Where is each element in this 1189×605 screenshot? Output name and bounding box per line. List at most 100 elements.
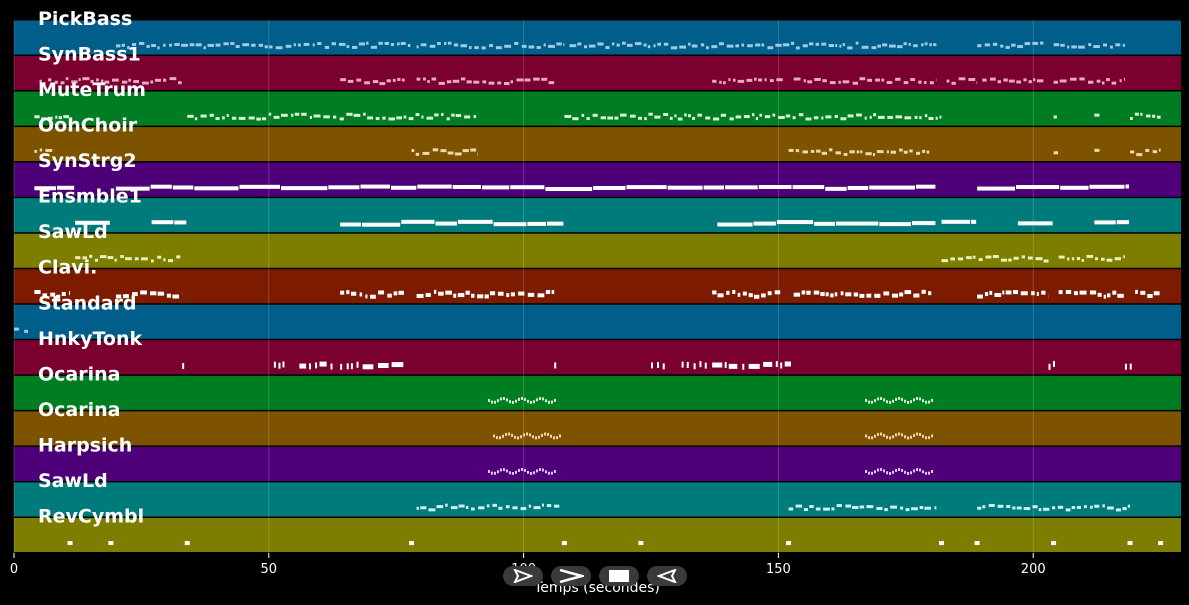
note-mark bbox=[732, 78, 736, 82]
note-mark bbox=[132, 292, 138, 297]
note-mark bbox=[340, 78, 346, 82]
note-mark bbox=[417, 184, 452, 189]
note-mark bbox=[215, 117, 220, 121]
note-mark bbox=[1087, 80, 1094, 84]
note-mark bbox=[482, 80, 487, 84]
note-mark bbox=[496, 470, 499, 474]
note-mark bbox=[553, 398, 556, 402]
note-mark bbox=[115, 186, 150, 191]
note-mark bbox=[508, 432, 511, 436]
note-mark bbox=[172, 185, 194, 190]
note-mark bbox=[725, 185, 758, 190]
note-mark bbox=[478, 506, 485, 510]
note-mark bbox=[712, 290, 717, 295]
note-mark bbox=[440, 149, 447, 153]
note-mark bbox=[842, 80, 850, 84]
note-mark bbox=[41, 117, 47, 121]
note-mark bbox=[572, 117, 579, 121]
note-mark bbox=[767, 46, 774, 50]
track-label: SynBass1 bbox=[38, 44, 141, 66]
rewind-button[interactable] bbox=[647, 566, 687, 586]
note-mark bbox=[194, 117, 198, 121]
note-mark bbox=[1016, 506, 1022, 510]
note-mark bbox=[611, 42, 615, 46]
note-mark bbox=[957, 257, 964, 261]
note-mark bbox=[976, 81, 978, 85]
note-mark bbox=[886, 150, 889, 154]
note-mark bbox=[813, 290, 820, 295]
note-mark bbox=[901, 433, 904, 437]
note-mark bbox=[913, 398, 916, 402]
note-mark bbox=[340, 363, 343, 370]
note-mark bbox=[340, 290, 345, 295]
note-mark bbox=[397, 77, 401, 81]
note-mark bbox=[1106, 78, 1110, 82]
note-mark bbox=[484, 294, 489, 299]
note-mark bbox=[132, 43, 137, 47]
note-mark bbox=[1097, 292, 1102, 297]
note-mark bbox=[663, 112, 669, 116]
note-mark bbox=[1012, 506, 1016, 510]
note-mark bbox=[331, 42, 336, 46]
next-button[interactable] bbox=[551, 566, 591, 586]
note-mark bbox=[533, 506, 541, 510]
note-mark bbox=[792, 185, 825, 190]
note-mark bbox=[651, 362, 654, 369]
note-mark bbox=[174, 220, 187, 225]
note-mark bbox=[849, 150, 855, 154]
note-mark bbox=[490, 471, 493, 475]
note-mark bbox=[717, 222, 753, 227]
note-mark bbox=[545, 187, 593, 192]
note-mark bbox=[447, 151, 454, 155]
note-mark bbox=[865, 434, 868, 438]
note-mark bbox=[874, 470, 877, 474]
note-mark bbox=[520, 507, 527, 511]
note-mark bbox=[638, 116, 642, 120]
note-mark bbox=[504, 44, 512, 48]
note-mark bbox=[741, 43, 745, 47]
play-button[interactable] bbox=[503, 566, 543, 586]
note-mark bbox=[718, 42, 724, 46]
note-mark bbox=[432, 148, 439, 152]
note-mark bbox=[121, 80, 128, 84]
stop-button[interactable] bbox=[599, 566, 639, 586]
note-mark bbox=[61, 291, 66, 296]
note-mark bbox=[626, 185, 667, 190]
note-mark bbox=[382, 116, 386, 120]
note-mark bbox=[303, 42, 310, 46]
note-mark bbox=[416, 506, 419, 510]
note-mark bbox=[275, 46, 283, 50]
note-mark bbox=[526, 399, 529, 403]
note-mark bbox=[564, 114, 572, 118]
note-mark bbox=[127, 45, 130, 49]
note-mark bbox=[346, 45, 350, 49]
play-outline-icon bbox=[513, 569, 533, 583]
note-mark bbox=[1089, 184, 1125, 189]
note-mark bbox=[803, 79, 806, 83]
note-mark bbox=[693, 363, 696, 370]
note-mark bbox=[75, 256, 81, 260]
note-mark bbox=[47, 116, 53, 120]
note-mark bbox=[1094, 220, 1116, 225]
note-mark bbox=[362, 364, 374, 370]
note-mark bbox=[541, 433, 544, 437]
note-mark bbox=[776, 220, 814, 225]
note-mark bbox=[873, 113, 877, 117]
note-mark bbox=[464, 115, 471, 119]
note-mark bbox=[324, 45, 330, 49]
note-mark bbox=[454, 152, 462, 156]
note-mark bbox=[865, 152, 872, 156]
note-mark bbox=[1067, 45, 1070, 49]
note-mark bbox=[282, 361, 285, 368]
note-mark bbox=[203, 46, 206, 50]
note-mark bbox=[792, 116, 796, 120]
note-mark bbox=[1117, 293, 1124, 298]
note-mark bbox=[517, 397, 520, 401]
note-mark bbox=[89, 254, 93, 258]
note-mark bbox=[795, 504, 803, 508]
note-mark bbox=[847, 185, 869, 190]
note-mark bbox=[510, 80, 514, 84]
note-mark bbox=[115, 294, 122, 299]
note-mark bbox=[925, 471, 928, 475]
note-mark bbox=[1043, 507, 1050, 511]
